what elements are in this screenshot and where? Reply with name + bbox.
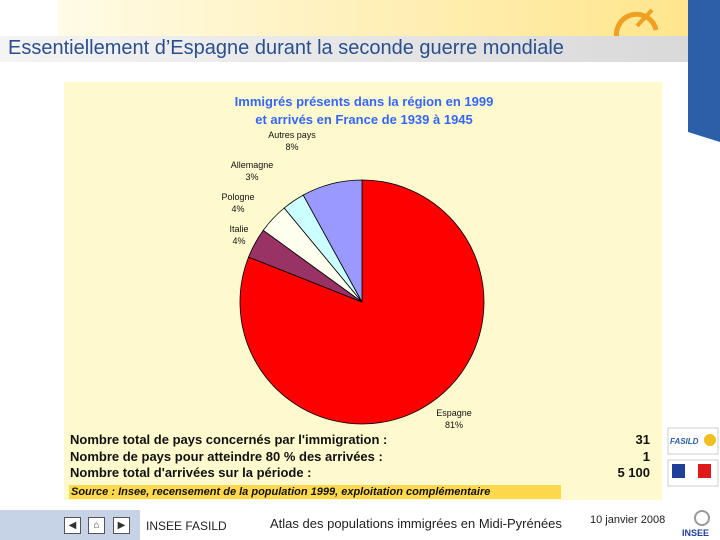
slice-label: Italie [229,224,248,234]
summary-label: Nombre total de pays concernés par l'imm… [70,432,388,447]
slice-label: Autres pays [268,130,316,140]
footer-caption: Atlas des populations immigrées en Midi-… [270,516,562,531]
slice-percent-label: 81% [445,420,463,430]
slice-label: Pologne [221,192,254,202]
fasild-logo: FASILD [670,437,699,446]
atlas-logo-icon [613,8,659,43]
prev-slide-button[interactable]: ◀ [64,517,81,534]
slice-percent-label: 4% [231,204,244,214]
header-band [58,0,688,36]
slice-label: Espagne [436,408,472,418]
home-button[interactable]: ⌂ [88,517,105,534]
summary-value: 1 [642,449,650,464]
footer-org: INSEE FASILD [146,519,227,533]
summary-panel: Nombre total de pays concernés par l'imm… [64,432,662,500]
title-band [0,36,688,62]
insee-logo-text: INSEE [682,528,709,538]
pie-slice-autres-pays [302,179,363,303]
summary-label: Nombre total d'arrivées sur la période : [70,465,312,480]
slide-title: Essentiellement d’Espagne durant la seco… [8,37,564,59]
source-note: Source : Insee, recensement de la popula… [69,485,561,499]
footer-date: 10 janvier 2008 [590,514,666,526]
slice-percent-label: 4% [232,236,245,246]
insee-logo: INSEE [682,510,710,538]
partner-logos: FASILD [667,427,719,487]
slice-percent-label: 3% [245,172,258,182]
chart-title-line-2: et arrivés en France de 1939 à 1945 [255,112,473,127]
summary-value: 5 100 [617,465,650,480]
pie-chart: Immigrés présents dans la région en 1999… [221,94,494,430]
summary-value: 31 [635,432,650,447]
next-slide-button[interactable]: ▶ [113,517,130,534]
chart-panel: Immigrés présents dans la région en 1999… [64,82,662,432]
chart-title-line-1: Immigrés présents dans la région en 1999 [235,94,494,109]
decorative-side-bar [688,0,720,142]
slice-label: Allemagne [231,160,274,170]
slice-percent-label: 8% [285,142,298,152]
summary-label: Nombre de pays pour atteindre 80 % des a… [70,449,383,464]
